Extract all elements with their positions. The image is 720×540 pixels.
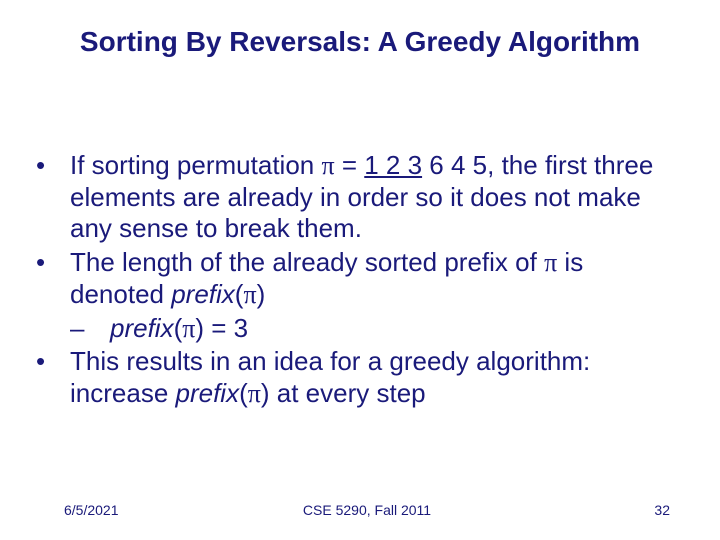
b3-close: ) at every step bbox=[261, 378, 426, 408]
subbullet-mark: – bbox=[70, 313, 110, 345]
b3-prefix: prefix bbox=[176, 378, 240, 408]
pi-symbol: π bbox=[248, 379, 261, 408]
bullet-text: If sorting permutation π = 1 2 3 6 4 5, … bbox=[70, 150, 684, 245]
footer-page: 32 bbox=[654, 502, 670, 518]
b2-post-c: ) bbox=[257, 279, 266, 309]
subbullet-text: prefix(π) = 3 bbox=[110, 313, 684, 345]
bullet-3: • This results in an idea for a greedy a… bbox=[36, 346, 684, 409]
bullet-mark: • bbox=[36, 150, 70, 245]
bullet-mark: • bbox=[36, 247, 70, 310]
footer-course: CSE 5290, Fall 2011 bbox=[64, 502, 670, 518]
slide-body: • If sorting permutation π = 1 2 3 6 4 5… bbox=[36, 150, 684, 412]
b1-eq: = bbox=[335, 150, 365, 180]
pi-symbol: π bbox=[544, 248, 557, 277]
sub-close: ) = 3 bbox=[195, 313, 248, 343]
sub-prefix: prefix bbox=[110, 313, 174, 343]
sub-bullet-1: – prefix(π) = 3 bbox=[70, 313, 684, 345]
footer-date: 6/5/2021 bbox=[64, 502, 119, 518]
pi-symbol: π bbox=[182, 314, 195, 343]
bullet-2: • The length of the already sorted prefi… bbox=[36, 247, 684, 310]
slide: Sorting By Reversals: A Greedy Algorithm… bbox=[0, 0, 720, 540]
bullet-1: • If sorting permutation π = 1 2 3 6 4 5… bbox=[36, 150, 684, 245]
pi-symbol: π bbox=[243, 280, 256, 309]
slide-title: Sorting By Reversals: A Greedy Algorithm bbox=[0, 26, 720, 58]
b2-prefix: prefix bbox=[171, 279, 235, 309]
b3-open: ( bbox=[239, 378, 248, 408]
bullet-mark: • bbox=[36, 346, 70, 409]
b1-pre: If sorting permutation bbox=[70, 150, 321, 180]
slide-footer: 6/5/2021 CSE 5290, Fall 2011 32 bbox=[64, 502, 670, 518]
sub-open: ( bbox=[174, 313, 183, 343]
bullet-text: This results in an idea for a greedy alg… bbox=[70, 346, 684, 409]
pi-symbol: π bbox=[321, 151, 334, 180]
bullet-text: The length of the already sorted prefix … bbox=[70, 247, 684, 310]
b2-pre: The length of the already sorted prefix … bbox=[70, 247, 544, 277]
b1-underlined: 1 2 3 bbox=[364, 150, 422, 180]
